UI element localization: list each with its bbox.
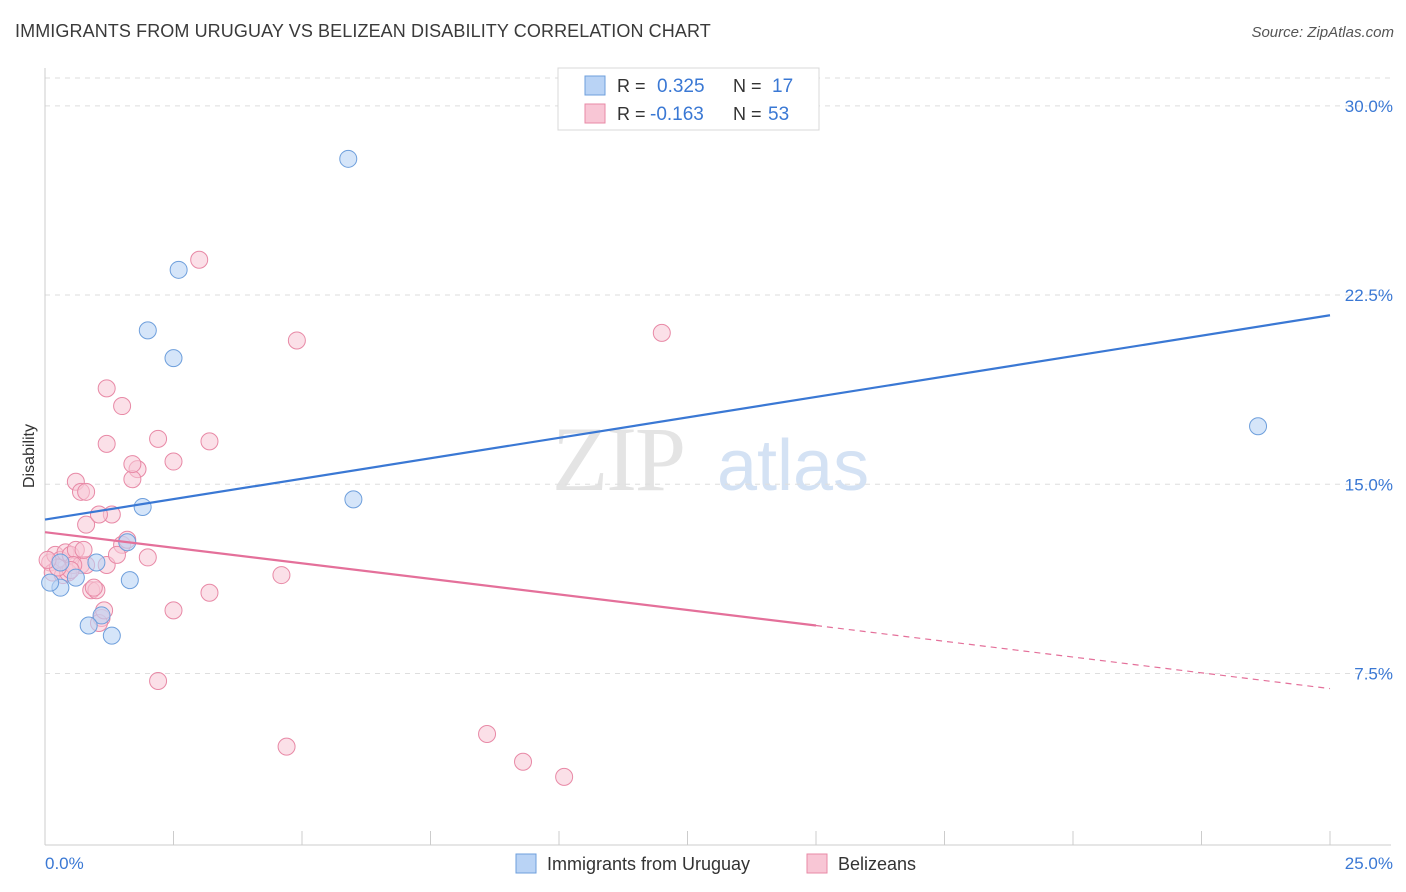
belize-point (287, 331, 306, 350)
belize-point (200, 432, 219, 451)
uruguay-swatch (584, 75, 606, 96)
belize-point (164, 601, 183, 620)
belize-point (89, 505, 108, 524)
uruguay-point (102, 626, 121, 645)
watermark-zip: ZIP (552, 408, 684, 510)
uruguay-point (133, 497, 152, 516)
uruguay-point (169, 260, 188, 279)
belize-point (277, 737, 296, 756)
uruguay-trend-line (44, 314, 1331, 521)
belize-point (138, 548, 157, 567)
belize-r-label: R = (617, 104, 646, 124)
y-tick-label: 15.0% (1345, 475, 1393, 494)
belize-point (200, 583, 219, 602)
data-points (38, 149, 1268, 786)
watermark-atlas: atlas (717, 426, 869, 506)
uruguay-point (344, 490, 363, 509)
belize-point (555, 767, 574, 786)
belize-point (84, 578, 103, 597)
uruguay-point (66, 568, 85, 587)
uruguay-r-value: 0.325 (657, 76, 705, 97)
y-axis-label: Disability (21, 424, 38, 488)
belize-point (123, 470, 142, 489)
belize-point (478, 725, 497, 743)
x-tick-label-max: 25.0% (1345, 854, 1393, 873)
belize-point (652, 323, 671, 342)
watermark: ZIP atlas (552, 408, 869, 510)
uruguay-point (51, 553, 70, 572)
belize-point (123, 455, 142, 474)
stats-legend: R = 0.325 N = 17 R = -0.163 N = 53 (557, 67, 820, 131)
uruguay-point (92, 606, 111, 625)
belize-swatch (584, 103, 606, 124)
series-legend: Immigrants from Uruguay Belizeans (515, 853, 916, 874)
belize-point (97, 434, 116, 453)
uruguay-point (1249, 417, 1268, 436)
belize-trend-line (44, 531, 817, 627)
belize-n-label: N = (733, 104, 762, 124)
belize-point (77, 482, 96, 501)
trend-lines (44, 314, 1331, 690)
uruguay-n-value: 17 (772, 76, 793, 97)
legend-belize-label[interactable]: Belizeans (838, 854, 916, 874)
belize-point (272, 566, 291, 585)
y-tick-labels: 7.5% 15.0% 22.5% 30.0% (1345, 97, 1393, 684)
belize-trend-extension (815, 624, 1331, 690)
chart-title: IMMIGRANTS FROM URUGUAY VS BELIZEAN DISA… (15, 21, 711, 41)
chart-source: Source: ZipAtlas.com (1251, 24, 1394, 41)
belize-point (74, 540, 93, 559)
y-tick-label: 7.5% (1354, 664, 1393, 683)
uruguay-point (138, 321, 157, 340)
uruguay-point (339, 149, 358, 168)
gridlines (45, 77, 1391, 674)
uruguay-point (120, 571, 139, 590)
uruguay-r-label: R = (617, 76, 646, 96)
uruguay-point (164, 349, 183, 368)
belize-point (190, 250, 209, 269)
y-tick-label: 30.0% (1345, 97, 1393, 116)
y-tick-label: 22.5% (1345, 286, 1393, 305)
uruguay-point (41, 573, 60, 592)
x-axis-ticks (44, 831, 1331, 845)
belize-point (149, 429, 168, 448)
legend-uruguay-label[interactable]: Immigrants from Uruguay (547, 854, 750, 874)
uruguay-n-label: N = (733, 76, 762, 96)
belize-point (113, 397, 132, 416)
belize-n-value: 53 (768, 104, 789, 125)
belize-r-value: -0.163 (650, 104, 704, 125)
legend-uruguay-swatch[interactable] (515, 853, 537, 874)
belize-point (97, 379, 116, 398)
belize-point (164, 452, 183, 471)
legend-belize-swatch[interactable] (806, 853, 828, 874)
belize-point (149, 672, 168, 691)
uruguay-point (87, 553, 106, 572)
x-tick-label-min: 0.0% (45, 854, 84, 873)
belize-point (107, 545, 126, 564)
belize-point (514, 752, 533, 771)
belize-point (77, 515, 96, 534)
uruguay-point (79, 616, 98, 635)
